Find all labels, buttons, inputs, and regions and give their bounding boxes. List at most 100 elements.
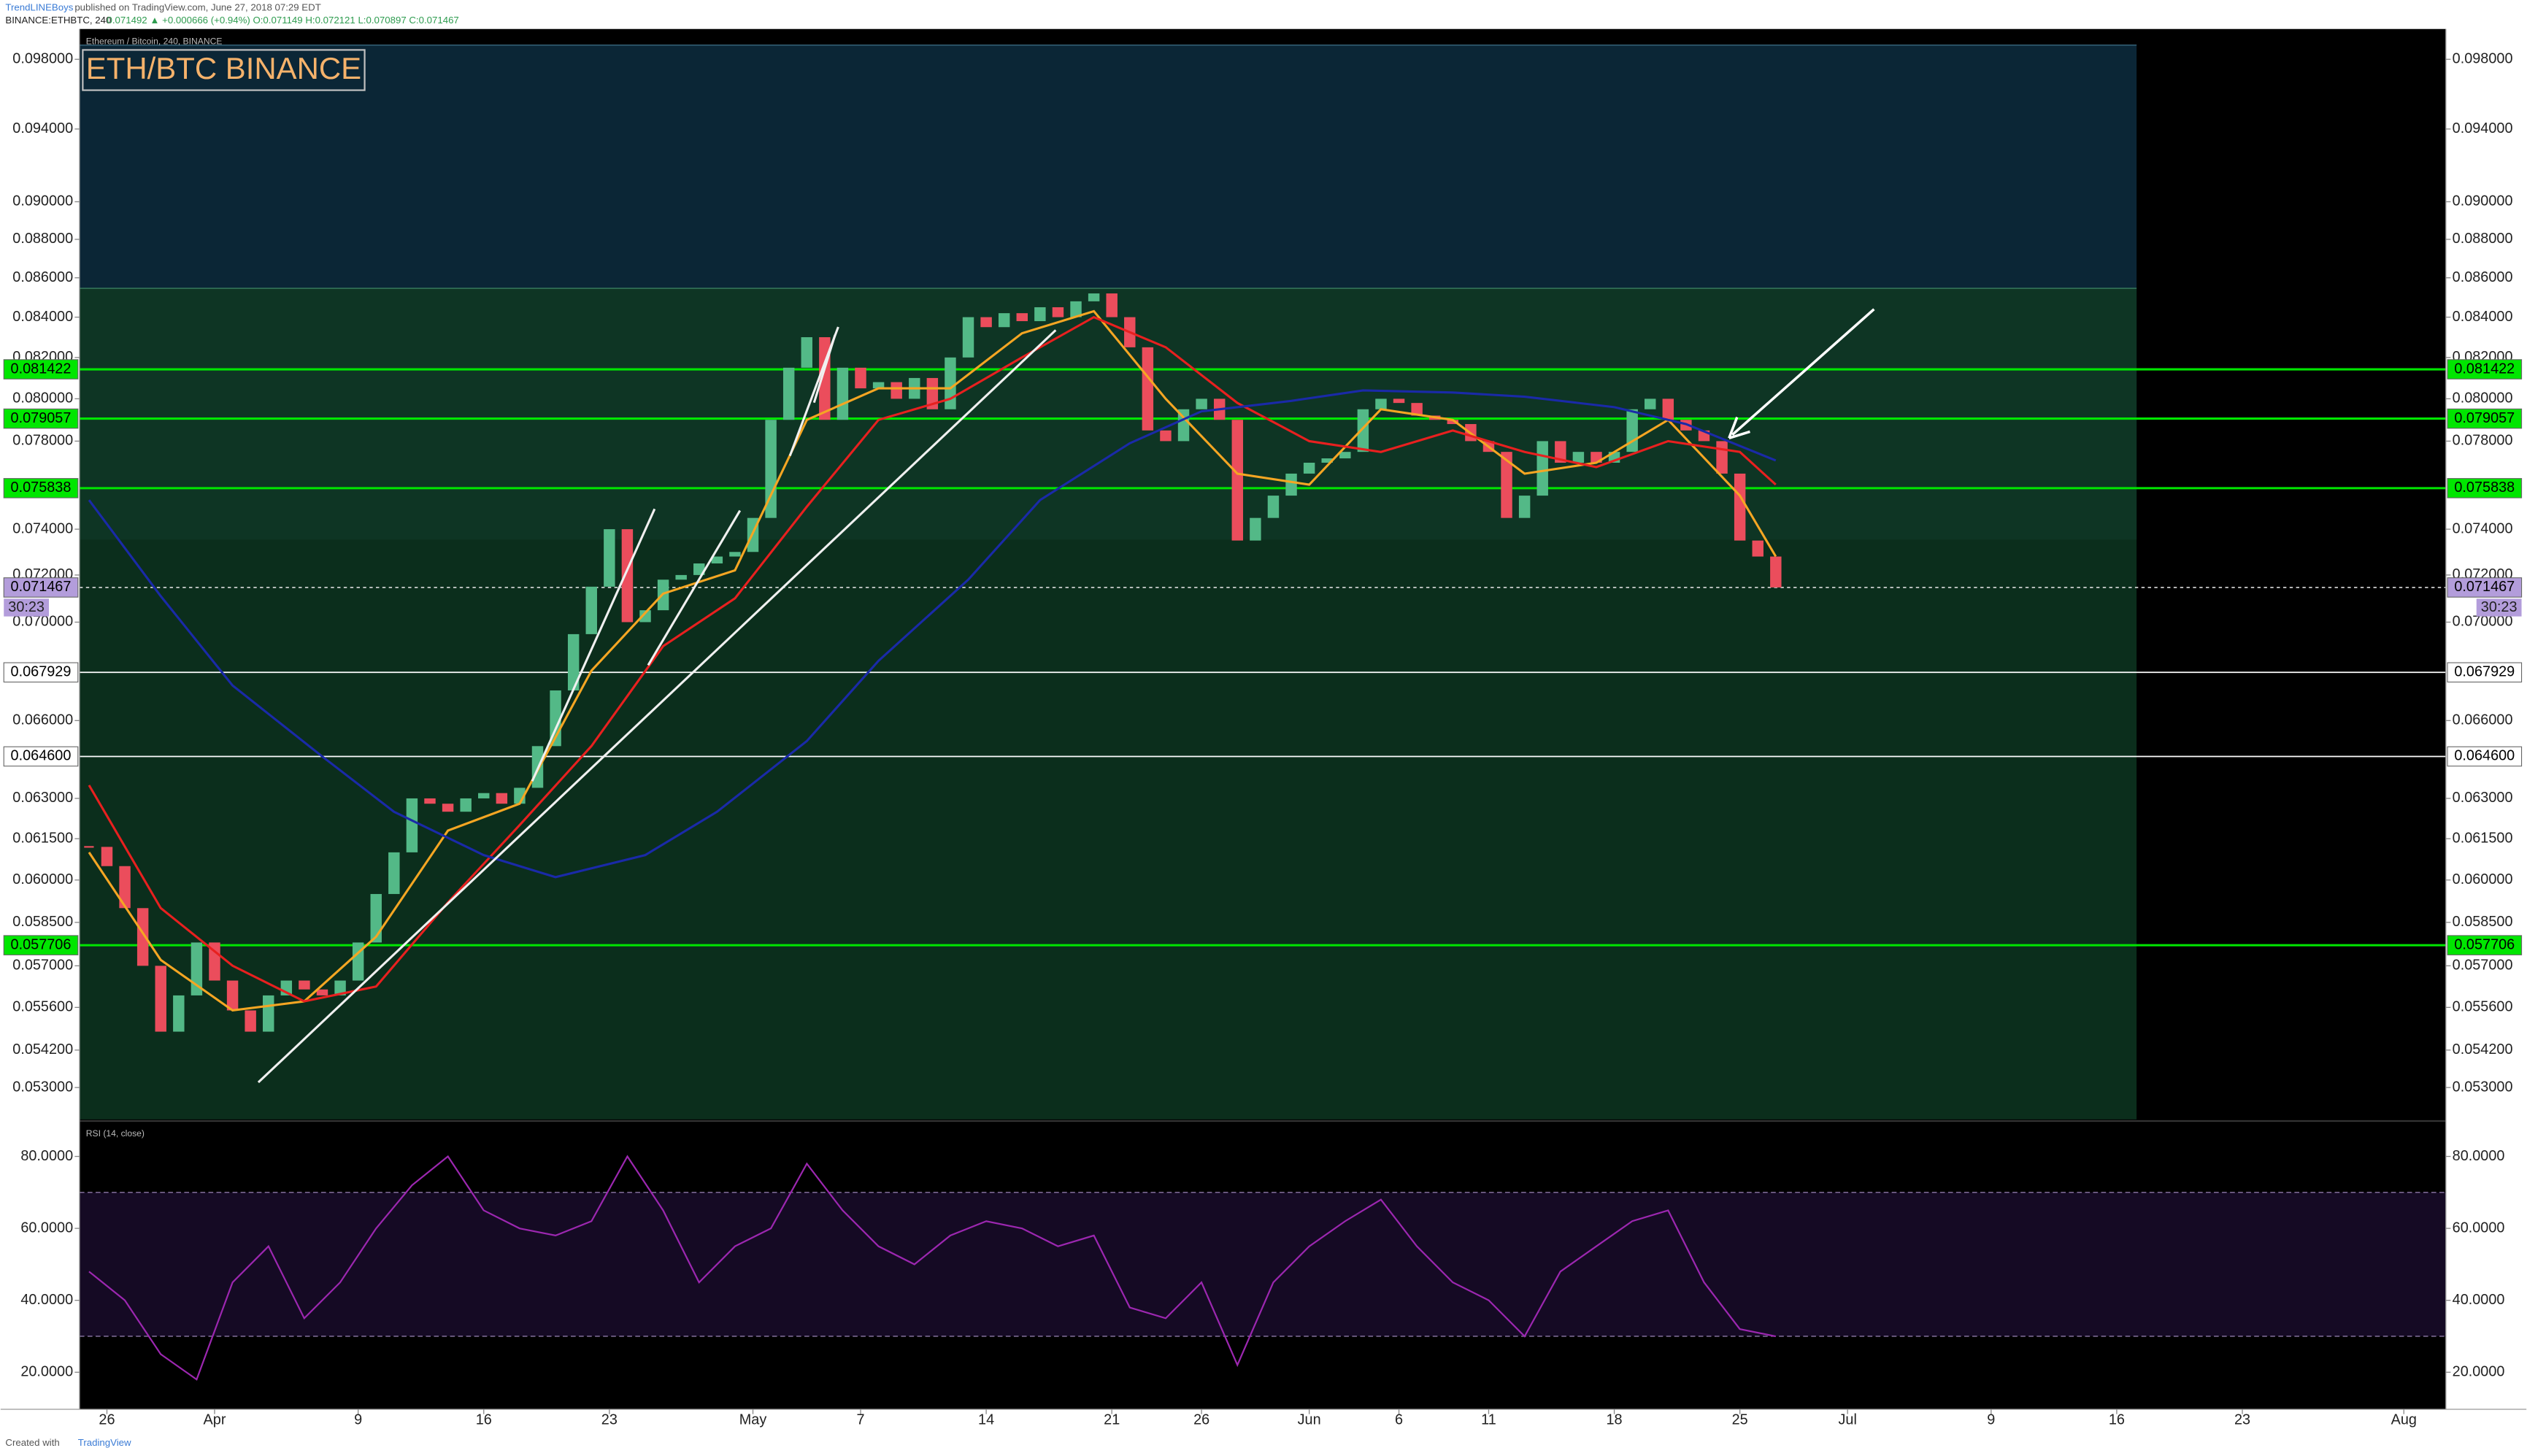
level-box <box>3 577 79 598</box>
candle <box>370 893 382 943</box>
y-tick-label: 0.080000 <box>2453 390 2513 407</box>
y-tick-label: 0.088000 <box>2453 231 2513 247</box>
y-tick-label: 80.0000 <box>2453 1148 2505 1164</box>
candle <box>1572 452 1585 463</box>
candle <box>836 367 849 420</box>
candle <box>1070 301 1082 317</box>
y-tick-label: 0.090000 <box>2453 193 2513 209</box>
right-axis <box>2445 28 2527 1410</box>
y-tick-label: 0.098000 <box>2453 51 2513 67</box>
arrow <box>1731 308 1875 436</box>
candle <box>1231 420 1244 541</box>
level-label: 0.079057 <box>11 410 72 426</box>
candle <box>1645 398 1656 409</box>
candle <box>1734 473 1746 541</box>
candle <box>334 980 346 995</box>
y-tick-label: 0.066000 <box>12 712 73 728</box>
level-box <box>3 935 79 955</box>
candle <box>352 942 364 981</box>
level-box <box>2447 408 2523 429</box>
candle <box>1142 347 1154 431</box>
candle <box>711 556 723 564</box>
x-tick-label: 18 <box>1607 1412 1623 1428</box>
candle <box>316 989 328 995</box>
price-pane <box>79 293 2446 1032</box>
rsi-line <box>88 1155 1776 1381</box>
candle <box>1716 441 1728 474</box>
level-label: 0.067929 <box>11 664 72 680</box>
candle <box>1411 403 1423 416</box>
candle <box>621 529 634 623</box>
candle <box>442 804 454 812</box>
candle <box>729 552 741 557</box>
candle <box>1088 293 1100 301</box>
x-tick-label: 23 <box>2234 1412 2250 1428</box>
rsi-pane-content <box>79 1155 2446 1381</box>
level-box <box>2447 577 2523 598</box>
candle <box>1375 398 1387 409</box>
x-tick-label: Jul <box>1838 1412 1856 1428</box>
candle <box>1267 496 1280 518</box>
pane-legend: Ethereum / Bitcoin, 240, BINANCE <box>86 36 223 47</box>
axes: 0.098000 0.098000 0.094000 0.094000 0.090000… <box>0 28 2527 1430</box>
drawings <box>257 308 1875 1084</box>
level-label: 0.071467 <box>2454 579 2515 595</box>
y-tick-label: 0.094000 <box>12 120 73 136</box>
candle <box>926 377 939 409</box>
candle <box>639 610 651 623</box>
y-tick-label: 0.054200 <box>12 1041 73 1058</box>
candle <box>962 317 974 358</box>
chart-overlay-title: ETH/BTC BINANCE <box>86 51 361 85</box>
candle <box>136 908 149 966</box>
candle <box>1303 463 1315 474</box>
candle <box>1034 307 1046 322</box>
left-axis <box>0 28 80 1410</box>
candle <box>406 798 418 852</box>
candle <box>1052 307 1064 317</box>
candle <box>1501 452 1512 518</box>
y-tick-label: 0.078000 <box>12 433 73 449</box>
y-tick-label: 0.074000 <box>12 520 73 536</box>
published: published on TradingView.com, June 27, 2… <box>74 2 320 13</box>
candle <box>1196 398 1207 409</box>
level-box <box>3 746 79 767</box>
y-tick-label: 0.055600 <box>2453 999 2513 1015</box>
level-box <box>2447 935 2523 955</box>
candle <box>1518 496 1531 518</box>
level-label: 0.081422 <box>2454 361 2515 377</box>
level-label: 0.057706 <box>2454 936 2515 952</box>
level-label: 0.064600 <box>2454 748 2515 764</box>
title-box <box>82 49 366 91</box>
candle <box>872 382 885 389</box>
y-tick-label: 0.058500 <box>12 914 73 930</box>
candle <box>119 866 131 909</box>
level-box <box>3 662 79 683</box>
y-tick-label: 0.090000 <box>12 193 73 209</box>
candle <box>101 847 113 866</box>
candle <box>173 995 185 1032</box>
level-label: 0.075838 <box>2454 479 2515 496</box>
trendline <box>257 329 1057 1084</box>
trendline <box>647 509 742 666</box>
y-tick-label: 0.066000 <box>2453 712 2513 728</box>
y-tick-label: 0.084000 <box>2453 309 2513 325</box>
x-tick-label: May <box>739 1412 767 1428</box>
x-tick-label: 16 <box>2109 1412 2125 1428</box>
candle <box>155 966 166 1032</box>
y-tick-label: 0.057000 <box>12 958 73 974</box>
moving-average <box>88 309 1777 1012</box>
time-axis <box>0 1409 2527 1430</box>
candle <box>1285 473 1297 496</box>
x-tick-label: 26 <box>1193 1412 1209 1428</box>
candle <box>496 793 508 804</box>
candle <box>1752 540 1763 557</box>
y-tick-label: 0.063000 <box>2453 790 2513 806</box>
candle <box>1626 409 1638 452</box>
candle <box>1536 441 1548 496</box>
x-tick-label: 16 <box>476 1412 492 1428</box>
candle <box>1357 409 1369 452</box>
candle <box>1160 430 1172 442</box>
candle <box>855 367 866 389</box>
candle <box>765 420 777 518</box>
